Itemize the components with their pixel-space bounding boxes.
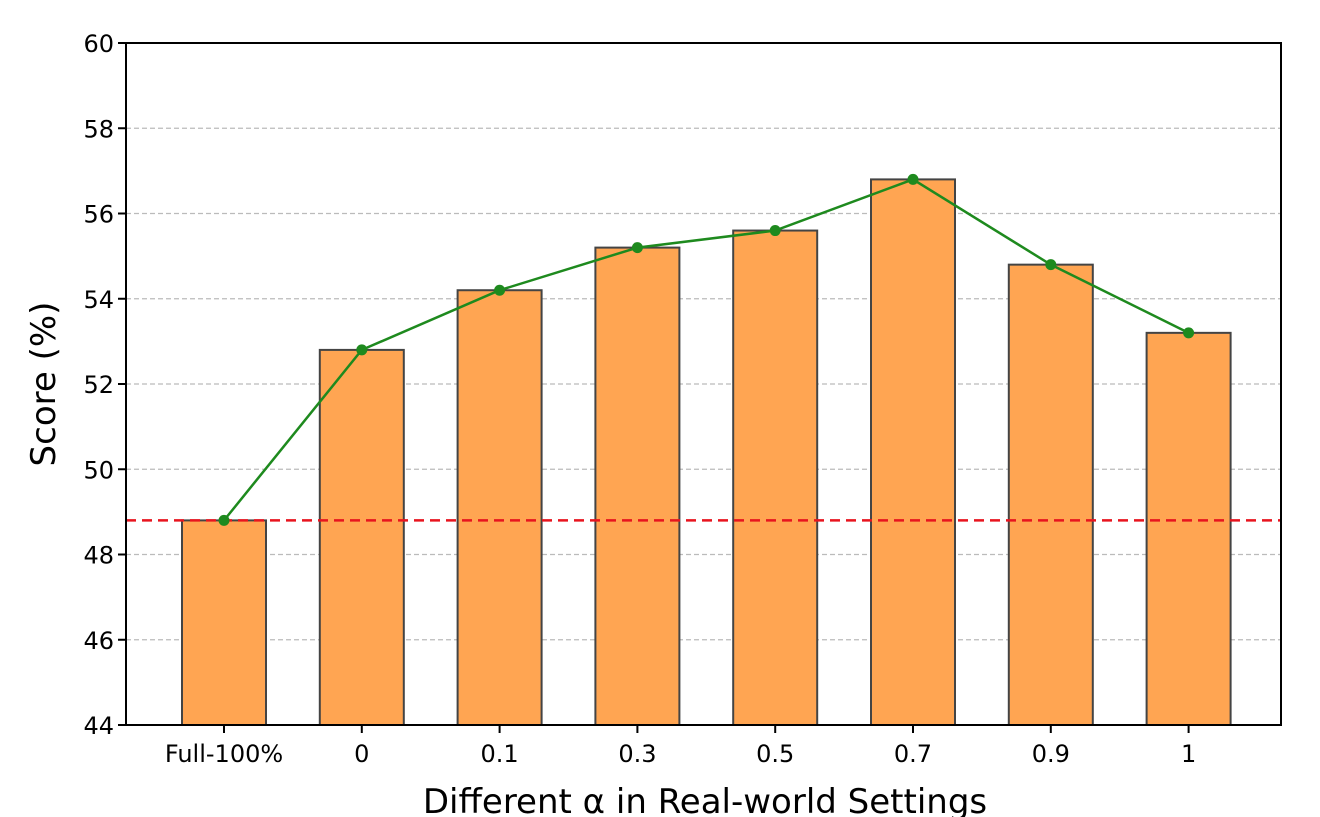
- series-point: [494, 284, 506, 296]
- series-point: [907, 173, 919, 185]
- x-tick-label: 0.9: [1032, 740, 1070, 768]
- bars: [181, 178, 1232, 727]
- bar: [732, 229, 819, 727]
- x-ticks: Full-100% 0 0.1 0.3 0.5 0.7 0.9 1: [165, 725, 1196, 768]
- y-tick-label: 52: [83, 371, 114, 399]
- y-tick-label: 56: [83, 201, 114, 229]
- bar: [318, 348, 405, 726]
- x-tick-label: 0.3: [618, 740, 656, 768]
- y-tick-label: 48: [83, 542, 114, 570]
- series-point: [631, 242, 643, 254]
- series-line: [223, 178, 1190, 522]
- y-tick-label: 44: [83, 712, 114, 740]
- gridlines: [126, 127, 1281, 641]
- series-point: [769, 225, 781, 237]
- series-point: [1045, 259, 1057, 271]
- series-point: [218, 514, 230, 526]
- bar: [594, 246, 681, 726]
- y-ticks: 44 46 48 50 52 54 56 58 60: [83, 30, 126, 740]
- bar: [1145, 331, 1232, 726]
- series-point: [1183, 327, 1195, 339]
- y-tick-label: 46: [83, 627, 114, 655]
- bar: [870, 178, 956, 726]
- x-tick-label: 0.1: [481, 740, 519, 768]
- series-point: [356, 344, 368, 356]
- x-tick-label: Full-100%: [165, 740, 283, 768]
- y-tick-label: 58: [83, 115, 114, 143]
- x-axis-title: Different α in Real-world Settings: [423, 782, 987, 817]
- line-series: [218, 173, 1195, 526]
- x-tick-label: 0.7: [894, 740, 932, 768]
- x-tick-label: 0.5: [756, 740, 794, 768]
- y-tick-label: 50: [83, 456, 114, 484]
- x-tick-label: 1: [1181, 740, 1196, 768]
- y-tick-label: 54: [83, 286, 114, 314]
- y-tick-label: 60: [83, 30, 114, 58]
- bar: [456, 289, 543, 726]
- bar: [181, 519, 267, 727]
- x-tick-label: 0: [354, 740, 369, 768]
- bar: [1007, 263, 1094, 726]
- y-axis-title: Score (%): [24, 302, 64, 467]
